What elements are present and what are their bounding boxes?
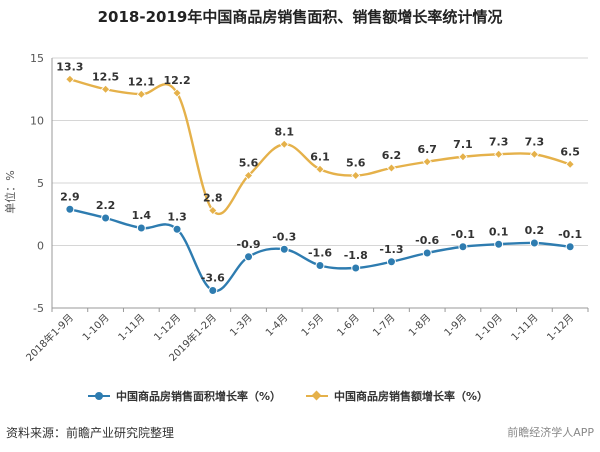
data-point xyxy=(494,239,504,249)
data-point xyxy=(208,205,218,216)
x-tick-label: 1-10月 xyxy=(80,312,112,344)
legend-item-sales[interactable]: 中国商品房销售额增长率（%） xyxy=(306,386,488,406)
data-label: 7.1 xyxy=(453,138,473,151)
data-point xyxy=(136,89,146,99)
data-point xyxy=(172,224,182,234)
data-label: 13.3 xyxy=(56,60,83,73)
x-tick-label: 1-11月 xyxy=(116,312,148,344)
chart-title: 2018-2019年中国商品房销售面积、销售额增长率统计情况 xyxy=(97,8,503,26)
x-tick-label: 1-9月 xyxy=(442,312,469,339)
watermark-text: 前瞻经济学人APP xyxy=(507,426,594,439)
series-line-1 xyxy=(69,78,571,215)
data-point xyxy=(386,163,397,173)
data-point xyxy=(244,252,254,262)
data-point xyxy=(565,242,575,252)
y-tick-label: -5 xyxy=(33,302,44,315)
source-note: 资料来源：前瞻产业研究院整理 xyxy=(6,426,175,440)
x-tick-label: 1-3月 xyxy=(228,312,255,339)
x-tick-label: 1-4月 xyxy=(263,312,290,339)
data-label: -1.6 xyxy=(308,247,332,260)
x-tick-label: 1-12月 xyxy=(545,312,577,344)
data-label: 12.1 xyxy=(128,75,155,88)
data-point xyxy=(65,204,75,214)
x-tick-label: 2018年1-9月 xyxy=(23,311,76,364)
data-point xyxy=(422,248,432,258)
legend-label-sales: 中国商品房销售额增长率（%） xyxy=(334,390,489,403)
y-tick-label: 5 xyxy=(37,177,44,190)
data-point xyxy=(529,149,539,159)
data-label: -1.3 xyxy=(379,243,403,256)
data-point xyxy=(422,157,432,167)
data-point xyxy=(386,257,396,267)
data-point xyxy=(279,139,289,149)
data-label: 1.3 xyxy=(167,210,187,223)
legend-label-area: 中国商品房销售面积增长率（%） xyxy=(116,390,282,403)
y-tick-label: 0 xyxy=(37,240,44,253)
x-tick-label: 1-6月 xyxy=(335,312,362,339)
data-point xyxy=(208,286,218,295)
data-point xyxy=(101,213,111,223)
data-point xyxy=(529,238,539,248)
legend-marker-diamond xyxy=(306,390,328,401)
data-label: 8.1 xyxy=(275,125,295,138)
data-label: 12.5 xyxy=(92,70,119,83)
x-tick-label: 1-12月 xyxy=(152,312,184,344)
legend-marker-circle xyxy=(88,392,110,400)
data-label: 5.6 xyxy=(346,157,366,170)
data-point xyxy=(494,149,504,159)
data-label: 7.3 xyxy=(525,135,545,148)
data-label: -0.6 xyxy=(415,234,439,247)
data-point xyxy=(136,223,146,233)
data-point xyxy=(458,242,468,252)
data-point xyxy=(65,74,75,84)
legend-item-area[interactable]: 中国商品房销售面积增长率（%） xyxy=(88,386,281,406)
data-label: 7.3 xyxy=(489,135,509,148)
data-point xyxy=(279,244,289,254)
y-tick-label: 10 xyxy=(30,115,44,128)
data-point xyxy=(315,261,325,270)
grid-lines xyxy=(52,57,588,309)
series-layer xyxy=(65,74,575,295)
data-point xyxy=(101,84,111,94)
data-label: 6.5 xyxy=(560,145,580,158)
y-tick-label: 15 xyxy=(30,52,44,65)
data-label: 2.8 xyxy=(203,192,223,205)
data-label: 0.2 xyxy=(525,224,545,237)
data-label: -0.1 xyxy=(451,228,475,241)
data-point xyxy=(351,263,361,273)
x-tick-label: 1-5月 xyxy=(299,312,326,339)
data-label: 6.7 xyxy=(417,143,437,156)
y-axis-label: 单位：% xyxy=(3,170,17,213)
data-label: 5.6 xyxy=(239,157,259,170)
x-tick-label: 1-10月 xyxy=(473,312,505,344)
data-label: -3.6 xyxy=(201,272,225,285)
data-point xyxy=(458,152,468,162)
data-point xyxy=(315,164,325,174)
data-label: -0.3 xyxy=(272,230,296,243)
data-label: 2.9 xyxy=(60,190,80,203)
data-point xyxy=(172,88,182,98)
data-labels: 2.9 2.2 1.4 1.3 -3.6 -0.9 -0.3 -1.6 -1.8 -1.3 -0.6… xyxy=(56,60,582,284)
data-label: 2.2 xyxy=(96,199,116,212)
data-point xyxy=(351,170,361,181)
x-tick-label: 1-7月 xyxy=(370,312,397,339)
data-point xyxy=(565,159,575,169)
x-tick-label: 1-8月 xyxy=(406,312,433,339)
data-label: -1.8 xyxy=(344,249,368,262)
data-label: 6.2 xyxy=(382,149,402,162)
data-point xyxy=(243,170,254,181)
data-label: 12.2 xyxy=(163,74,190,87)
data-label: 0.1 xyxy=(489,225,509,238)
data-label: -0.1 xyxy=(558,228,582,241)
data-label: -0.9 xyxy=(237,238,261,251)
data-label: 1.4 xyxy=(132,209,152,222)
legend: 中国商品房销售面积增长率（%） 中国商品房销售额增长率（%） xyxy=(88,386,528,406)
data-label: 6.1 xyxy=(310,150,330,163)
x-tick-label: 1-11月 xyxy=(509,312,541,344)
